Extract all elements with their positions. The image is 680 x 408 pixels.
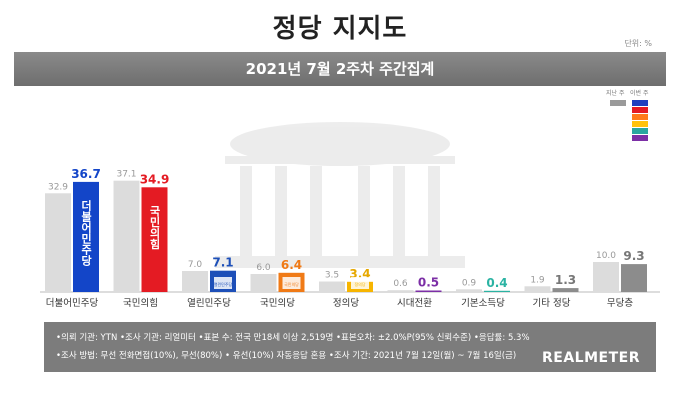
value-labels-previous-week: 32.9 37.1 7.0 6.0 3.5 0.6 0.9 1.9 10.0 — [48, 170, 616, 290]
party-logo-0: 더불어민주당 — [80, 199, 93, 267]
value-label-prev-7: 1.9 — [530, 275, 545, 285]
survey-info-line-2: •조사 방법: 무선 전화면접(10%), 무선(80%) • 유선(10%) … — [56, 351, 517, 361]
legend-this-label: 이번 주 — [630, 90, 649, 97]
value-label-prev-6: 0.9 — [462, 278, 477, 288]
bar-prev-5 — [387, 290, 414, 292]
bar-prev-7 — [524, 286, 551, 292]
bar-this-5 — [415, 290, 442, 292]
category-label-7: 기타 정당 — [533, 298, 571, 309]
category-label-2: 열린민주당 — [187, 298, 231, 309]
value-label-prev-4: 3.5 — [325, 271, 339, 281]
value-label-prev-8: 10.0 — [596, 251, 616, 261]
value-label-this-3: 6.4 — [281, 258, 302, 272]
bars-previous-week — [45, 180, 619, 292]
realmeter-logo: REALMETER — [542, 350, 640, 366]
value-label-this-2: 7.1 — [212, 256, 233, 270]
value-label-this-6: 0.4 — [486, 276, 507, 290]
survey-week-banner: 2021년 7월 2주차 주간집계 — [14, 52, 666, 86]
value-label-prev-1: 37.1 — [116, 170, 136, 180]
bar-prev-8 — [593, 262, 619, 292]
category-label-1: 국민의힘 — [123, 298, 158, 309]
party-logo-2: 열린민주당 — [214, 281, 233, 287]
survey-info-line-1: •의뢰 기관: YTN •조사 기관: 리얼미터 •표본 수: 전국 만18세 … — [56, 333, 530, 343]
bar-this-8 — [621, 264, 647, 292]
category-label-4: 정의당 — [333, 298, 359, 309]
party-logo-bg-2 — [214, 277, 232, 289]
bar-prev-4 — [319, 281, 345, 292]
bar-this-1 — [141, 187, 168, 292]
category-label-3: 국민의당 — [260, 298, 295, 309]
legend-this-swatch — [632, 135, 648, 141]
value-label-this-5: 0.5 — [418, 276, 439, 290]
legend-prev-label: 지난 주 — [606, 90, 625, 97]
page-title: 정당 지지도 — [272, 14, 408, 44]
legend-this-swatch — [632, 128, 648, 134]
value-label-prev-3: 6.0 — [256, 263, 271, 273]
party-logo-4: 정의당 — [354, 281, 365, 287]
value-label-prev-5: 0.6 — [393, 279, 408, 289]
survey-info-box: •의뢰 기관: YTN •조사 기관: 리얼미터 •표본 수: 전국 만18세 … — [44, 322, 656, 372]
value-label-this-7: 1.3 — [555, 273, 576, 287]
party-logo-bg-3 — [282, 277, 301, 289]
bar-prev-3 — [250, 274, 277, 292]
bar-this-0 — [73, 181, 99, 292]
bar-this-7 — [552, 288, 579, 292]
bar-this-6 — [484, 290, 510, 292]
legend-prev-swatch — [610, 100, 626, 106]
bar-prev-1 — [113, 180, 140, 292]
party-logo-3: 국민의당 — [284, 281, 299, 287]
bar-prev-6 — [456, 289, 482, 292]
legend-this-swatch — [632, 100, 648, 106]
value-label-prev-0: 32.9 — [48, 182, 68, 192]
bar-prev-2 — [182, 271, 208, 292]
value-label-this-8: 9.3 — [623, 249, 644, 263]
capitol-watermark — [215, 122, 465, 268]
unit-label: 단위: % — [624, 39, 652, 48]
category-labels: 더불어민주당 국민의힘 열린민주당 국민의당 정의당 시대전환 기본소득당 기타 정당 무당층 — [46, 297, 634, 309]
value-label-this-0: 36.7 — [71, 167, 101, 181]
category-label-5: 시대전환 — [397, 297, 432, 309]
category-label-8: 무당층 — [607, 298, 633, 309]
legend-this-swatch — [632, 114, 648, 120]
bar-prev-0 — [45, 193, 71, 292]
value-label-prev-2: 7.0 — [188, 260, 203, 270]
party-support-chart: 32.9 37.1 7.0 6.0 3.5 0.6 0.9 1.9 10.0 36.7 34.9 7… — [40, 100, 660, 309]
category-label-6: 기본소득당 — [461, 298, 505, 309]
legend-this-swatch — [632, 121, 648, 127]
legend-swatches — [610, 100, 648, 141]
party-logo-1: 국민의힘 — [148, 205, 161, 249]
category-label-0: 더불어민주당 — [46, 298, 99, 309]
party-logo-bg-4 — [351, 277, 369, 289]
legend-this-swatch — [632, 107, 648, 113]
value-label-this-1: 34.9 — [140, 172, 170, 186]
